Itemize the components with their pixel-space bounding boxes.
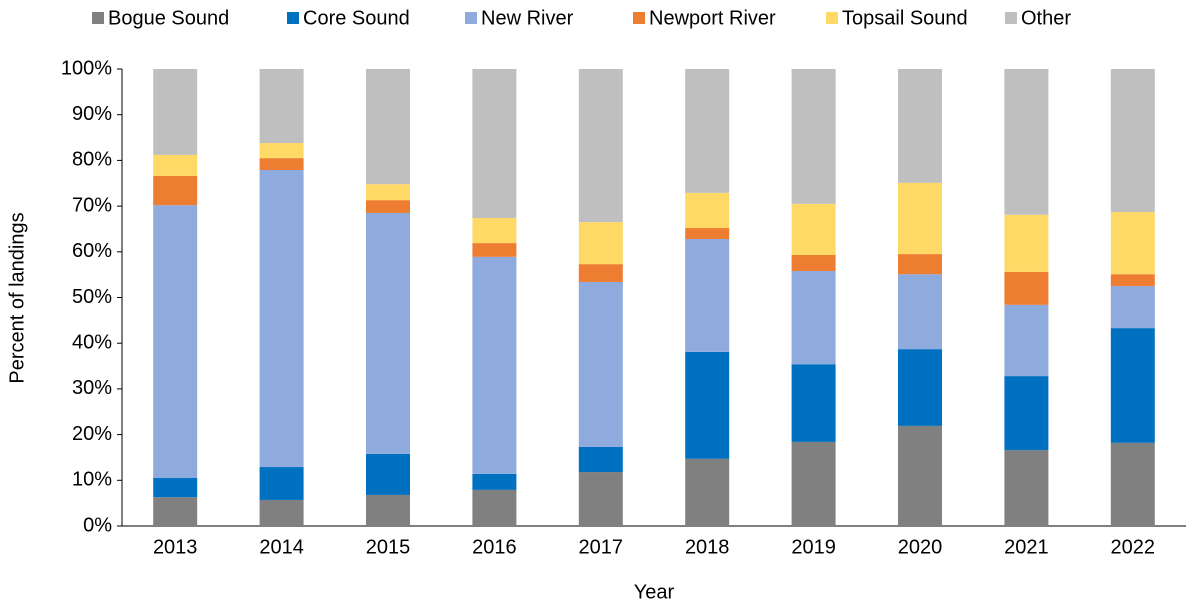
bar-segment (1004, 376, 1049, 451)
bar-segment (366, 69, 410, 185)
bar-segment (685, 192, 730, 229)
y-tick-label: 30% (72, 377, 112, 399)
y-tick-label: 50% (72, 286, 112, 308)
bar-segment (685, 351, 730, 459)
bar-segment (791, 441, 836, 526)
bar-segment (366, 494, 410, 526)
bar-segment (153, 478, 198, 498)
bar-segment (791, 270, 836, 365)
bar-segment (685, 228, 730, 240)
bar-segment (153, 154, 198, 176)
bar-segment (578, 222, 623, 265)
bar-segment (366, 212, 410, 454)
y-tick-label: 70% (72, 194, 112, 216)
bar-segment (472, 243, 517, 257)
y-tick-label: 20% (72, 423, 112, 445)
bar-segment (259, 158, 304, 170)
bar-segment (898, 69, 942, 183)
bar-segment (791, 203, 836, 255)
x-tick-label: 2019 (791, 536, 836, 558)
bar-segment (1004, 214, 1049, 272)
legend-label: Topsail Sound (842, 7, 968, 29)
bar-segment (685, 239, 730, 352)
bar-segment (898, 425, 942, 526)
bar-segment (1004, 450, 1049, 526)
bar-segment (578, 446, 623, 473)
bar-segment (791, 254, 836, 271)
bar-segment (791, 69, 836, 204)
y-tick-label: 90% (72, 103, 112, 125)
bar-segment (366, 453, 410, 495)
legend-swatch (465, 12, 477, 24)
x-tick-label: 2022 (1111, 536, 1156, 558)
bar-segment (259, 499, 304, 526)
bar-segment (472, 256, 517, 474)
bar-segment (578, 472, 623, 526)
bar-segment (366, 184, 410, 201)
legend-swatch (633, 12, 645, 24)
legend-swatch (1005, 12, 1017, 24)
x-axis-title: Year (634, 581, 675, 603)
bar-segment (898, 349, 942, 426)
bar-segment (898, 254, 942, 275)
legend-swatch (826, 12, 838, 24)
bar-segment (472, 69, 517, 218)
bar-segment (578, 281, 623, 447)
y-tick-label: 60% (72, 240, 112, 262)
y-tick-label: 10% (72, 469, 112, 491)
x-tick-label: 2021 (1004, 536, 1049, 558)
bar-segment (259, 169, 304, 468)
bar-segment (1004, 69, 1049, 215)
legend-label: Bogue Sound (108, 7, 229, 29)
legend-label: Newport River (649, 7, 776, 29)
bar-segment (685, 69, 730, 193)
bar-segment (1110, 274, 1155, 287)
bar-segment (578, 69, 623, 223)
bar-segment (1110, 286, 1155, 329)
legend-swatch (287, 12, 299, 24)
bar-segment (472, 489, 517, 526)
bar-segment (259, 69, 304, 144)
y-tick-label: 80% (72, 149, 112, 171)
legend-label: Other (1021, 7, 1071, 29)
x-tick-label: 2014 (259, 536, 304, 558)
y-tick-label: 100% (61, 57, 112, 79)
x-tick-label: 2015 (366, 536, 411, 558)
bar-segment (1004, 304, 1049, 377)
x-tick-label: 2016 (472, 536, 517, 558)
x-tick-label: 2018 (685, 536, 730, 558)
bar-segment (153, 205, 198, 479)
bar-segment (153, 69, 198, 155)
x-tick-label: 2013 (153, 536, 198, 558)
bar-segment (1004, 271, 1049, 305)
bar-segment (1110, 442, 1155, 526)
bar-segment (259, 143, 304, 159)
bar-segment (153, 497, 198, 526)
legend-label: Core Sound (303, 7, 410, 29)
x-tick-label: 2020 (898, 536, 943, 558)
bar-segment (791, 364, 836, 442)
bar-segment (153, 175, 198, 206)
bar-segment (259, 467, 304, 500)
bar-segment (472, 217, 517, 244)
y-axis-title: Percent of landings (6, 212, 28, 383)
legend-swatch (92, 12, 104, 24)
bar-segment (1110, 212, 1155, 275)
x-tick-label: 2017 (579, 536, 624, 558)
y-tick-label: 40% (72, 331, 112, 353)
bar-segment (1110, 328, 1155, 443)
bar-segment (578, 264, 623, 282)
bar-segment (1110, 69, 1155, 213)
bar-segment (898, 182, 942, 255)
bar-segment (472, 473, 517, 490)
y-tick-label: 0% (83, 514, 112, 536)
bar-segment (685, 458, 730, 526)
bar-segment (898, 274, 942, 350)
bar-segment (366, 200, 410, 213)
legend-label: New River (481, 7, 574, 29)
